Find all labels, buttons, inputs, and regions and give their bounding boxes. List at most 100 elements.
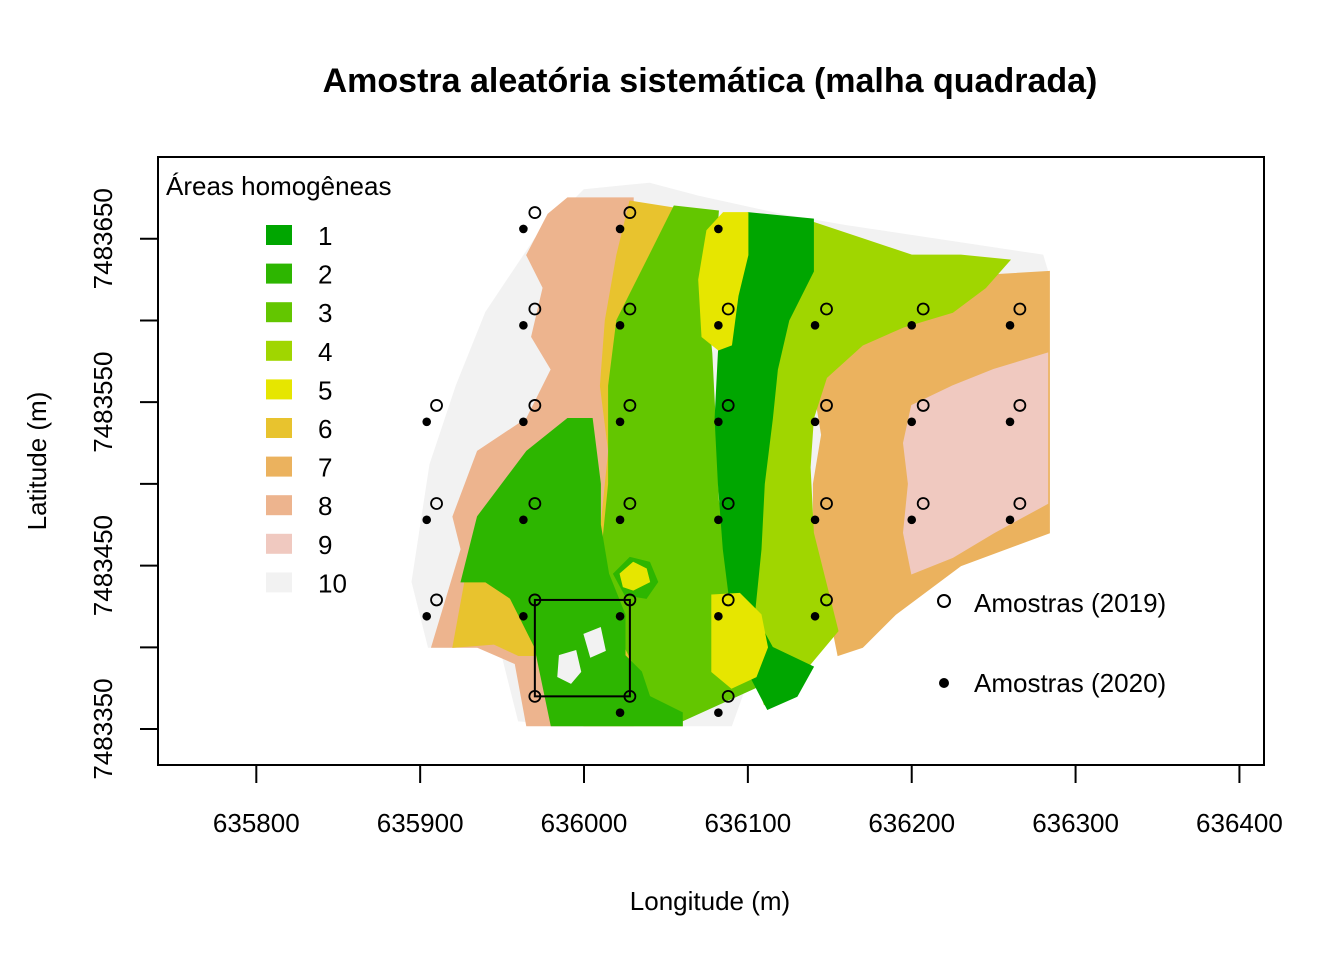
zone-legend-label-5: 5 — [318, 375, 332, 405]
sample-2020-point — [615, 515, 625, 525]
zone-legend-swatch-6 — [266, 418, 292, 438]
legend-samples-2020-label: Amostras (2020) — [974, 668, 1166, 698]
zone-5-polygon — [619, 561, 651, 591]
highlight-rectangle — [533, 598, 631, 698]
sample-2019-point — [528, 206, 542, 219]
sample-2019-point — [623, 497, 637, 510]
zone-legend-swatch-7 — [266, 456, 292, 477]
sample-2020-point — [1005, 321, 1015, 330]
homogeneous-zones-layer — [411, 182, 1050, 727]
zone-10-polygon — [557, 649, 582, 684]
sample-2020-point — [519, 321, 528, 330]
zone-legend-swatch-2 — [266, 263, 292, 284]
sample-2019-point — [430, 593, 443, 607]
zone-legend-label-1: 1 — [318, 221, 332, 251]
y-tick-label: 7483650 — [88, 188, 118, 289]
samples-legend: Amostras (2019) Amostras (2020) — [937, 588, 1166, 698]
zone-5-polygon — [698, 212, 749, 351]
zone-legend-label-3: 3 — [318, 298, 332, 328]
samples-layer — [422, 206, 1027, 717]
sample-2019-point — [820, 399, 833, 412]
zone-legend-swatch-10 — [266, 572, 292, 593]
y-tick-label: 7483450 — [88, 515, 118, 616]
x-tick-label: 636300 — [1032, 808, 1119, 838]
x-tick-label: 635900 — [377, 808, 464, 838]
sample-2020-point — [615, 611, 625, 621]
x-tick-label: 636400 — [1196, 808, 1283, 838]
zones-legend-title: Áreas homogêneas — [166, 171, 391, 201]
sample-2020-point — [810, 417, 820, 427]
sample-2019-point — [528, 302, 542, 316]
sample-2019-point — [528, 689, 542, 703]
sample-2019-point — [721, 689, 735, 703]
x-axis-label: Longitude (m) — [630, 886, 790, 916]
zone-legend-swatch-9 — [266, 533, 292, 554]
sample-2019-point — [1013, 302, 1027, 316]
zone-legend-label-10: 10 — [318, 568, 347, 598]
sample-2019-point — [1013, 399, 1027, 412]
zone-legend-label-9: 9 — [318, 530, 332, 560]
sample-2020-point — [714, 224, 723, 234]
zone-10-polygon — [583, 627, 606, 658]
sample-2019-point — [916, 302, 930, 316]
sample-2020-point — [615, 224, 625, 234]
sample-2020-point — [714, 611, 723, 621]
y-tick-label: 7483350 — [88, 678, 118, 779]
sample-2019-point — [623, 206, 637, 219]
sample-2020-point — [714, 417, 723, 427]
sample-2019-point — [1013, 497, 1027, 510]
sample-2019-point — [623, 593, 637, 607]
zone-1-polygon — [714, 212, 815, 711]
sample-2020-point — [615, 417, 625, 427]
x-tick-label: 636100 — [704, 808, 791, 838]
legend-open-circle-marker — [937, 594, 951, 608]
sample-2019-point — [430, 399, 443, 412]
sample-2019-point — [721, 399, 735, 412]
zone-5-polygon — [711, 592, 769, 689]
sample-2020-point — [1005, 417, 1015, 427]
sample-2020-point — [907, 515, 917, 525]
sample-2019-point — [528, 497, 542, 510]
zone-legend-label-7: 7 — [318, 453, 332, 483]
zones-legend: Áreas homogêneas 1 2 3 4 5 6 7 8 9 10 — [166, 171, 391, 598]
x-tick-label: 636200 — [868, 808, 955, 838]
sample-2020-point — [615, 708, 625, 717]
zone-legend-label-6: 6 — [318, 414, 332, 444]
sample-2019-point — [623, 302, 637, 316]
x-axis: 635800 635900 636000 636100 636200 636300 6364… — [213, 764, 1283, 838]
sample-2020-point — [519, 224, 528, 234]
sample-2020-point — [810, 515, 820, 525]
zone-legend-swatch-3 — [266, 302, 292, 323]
map-title: Amostra aleatória sistemática (malha qua… — [323, 62, 1098, 100]
sample-2019-point — [820, 497, 833, 510]
y-tick-label: 7483550 — [88, 352, 118, 453]
sample-2020-point — [422, 515, 432, 525]
legend-filled-circle-marker — [939, 678, 949, 688]
y-axis-label: Latitude (m) — [22, 392, 52, 531]
sample-2019-point — [820, 302, 833, 316]
sample-2020-point — [519, 611, 528, 621]
zone-legend-swatch-8 — [266, 495, 292, 516]
zone-2-polygon — [460, 418, 683, 727]
sample-2019-point — [430, 497, 443, 510]
y-axis: 7483350 7483450 7483550 7483650 — [88, 188, 159, 780]
zone-legend-label-8: 8 — [318, 491, 332, 521]
sample-2020-point — [810, 321, 820, 330]
sample-2020-point — [714, 321, 723, 330]
sample-2019-point — [721, 497, 735, 510]
zone-legend-swatch-5 — [266, 379, 292, 400]
sample-2020-point — [615, 321, 625, 330]
sample-2020-point — [519, 417, 528, 427]
sample-2020-point — [810, 611, 820, 621]
zone-legend-label-2: 2 — [318, 260, 332, 290]
sample-2020-point — [422, 417, 432, 427]
zone-legend-label-4: 4 — [318, 337, 332, 367]
sample-2020-point — [519, 515, 528, 525]
sample-2020-point — [907, 321, 917, 330]
sample-2020-point — [714, 515, 723, 525]
sample-2019-point — [623, 399, 637, 412]
sample-2020-point — [1005, 515, 1015, 525]
sample-2020-point — [907, 417, 917, 427]
sample-2019-point — [820, 593, 833, 607]
